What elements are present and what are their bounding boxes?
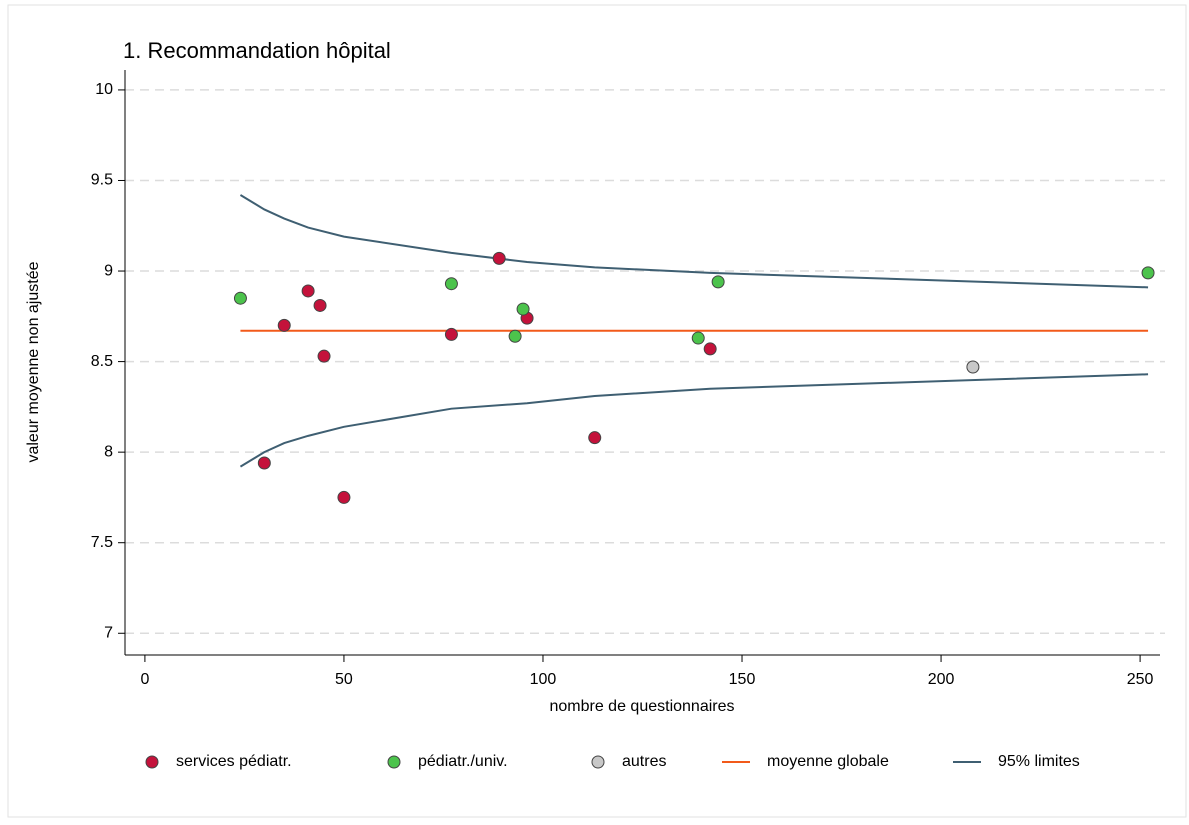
point [257, 456, 271, 470]
y-axis-title: valeur moyenne non ajustée [25, 261, 42, 462]
legend-swatch [591, 755, 605, 769]
point [313, 298, 327, 312]
y-tick-label: 8.5 [91, 353, 113, 370]
chart-title: 1. Recommandation hôpital [123, 38, 391, 63]
point [492, 251, 506, 265]
y-tick-label: 7 [104, 624, 113, 641]
point [703, 342, 717, 356]
y-tick-label: 7.5 [91, 534, 113, 551]
y-tick-label: 8 [104, 443, 113, 460]
legend-label: pédiatr./univ. [418, 753, 508, 770]
legend-swatch [387, 755, 401, 769]
x-axis-title: nombre de questionnaires [549, 698, 734, 715]
point [233, 291, 247, 305]
point [317, 349, 331, 363]
point [337, 490, 351, 504]
point [444, 277, 458, 291]
legend-swatch [145, 755, 159, 769]
point [1141, 266, 1155, 280]
point [691, 331, 705, 345]
point [301, 284, 315, 298]
point [277, 318, 291, 332]
point [588, 431, 602, 445]
legend-label: 95% limites [998, 753, 1080, 770]
legend-label: services pédiatr. [176, 753, 292, 770]
point [508, 329, 522, 343]
point [516, 302, 530, 316]
frame [7, 4, 1187, 818]
series-line [239, 194, 1149, 468]
x-tick-label: 200 [928, 671, 955, 688]
point [966, 360, 980, 374]
point [711, 275, 725, 289]
x-tick-label: 0 [140, 671, 149, 688]
legend-label: autres [622, 753, 666, 770]
y-tick-label: 9.5 [91, 172, 113, 189]
x-tick-label: 250 [1127, 671, 1154, 688]
legend-label: moyenne globale [767, 753, 889, 770]
x-tick-label: 150 [729, 671, 756, 688]
x-tick-label: 50 [335, 671, 353, 688]
point [444, 327, 458, 341]
y-tick-label: 10 [95, 81, 113, 98]
x-tick-label: 100 [530, 671, 557, 688]
y-tick-label: 9 [104, 262, 113, 279]
